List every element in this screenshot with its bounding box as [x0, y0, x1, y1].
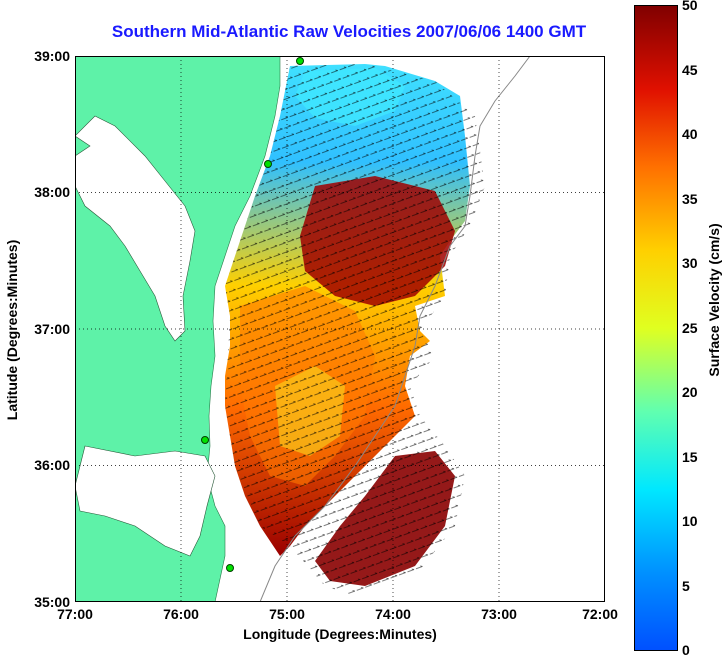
- colorbar-tick: 25: [682, 320, 698, 336]
- pamlico-sound: [75, 445, 216, 557]
- colorbar-tick: 45: [682, 62, 698, 78]
- shelf-contour: [259, 56, 531, 602]
- x-tick-label: 74:00: [375, 606, 411, 622]
- chart-title: Southern Mid-Atlantic Raw Velocities 200…: [111, 22, 587, 41]
- y-tick-label: 39:00: [34, 48, 70, 64]
- colorbar-gradient: [634, 5, 678, 651]
- colorbar-tick: 0: [682, 642, 690, 658]
- x-tick-label: 76:00: [163, 606, 199, 622]
- colorbar-tick: 35: [682, 191, 698, 207]
- x-tick-label: 73:00: [481, 606, 517, 622]
- y-tick-label: 35:00: [34, 594, 70, 610]
- colorbar-tick: 30: [682, 255, 698, 271]
- y-tick-label: 37:00: [34, 321, 70, 337]
- colorbar: [634, 5, 678, 651]
- station-marker: [264, 160, 272, 168]
- colorbar-tick: 10: [682, 513, 698, 529]
- colorbar-tick: 20: [682, 384, 698, 400]
- colorbar-label: Surface Velocity (cm/s): [706, 223, 722, 377]
- x-tick-label: 72:00: [582, 606, 618, 622]
- station-marker: [201, 436, 209, 444]
- station-marker: [296, 57, 304, 65]
- y-tick-label: 38:00: [34, 184, 70, 200]
- y-axis-label: Latitude (Degrees:Minutes): [4, 239, 20, 421]
- map-plot-area: [75, 56, 605, 602]
- velocity-arrows: [225, 64, 485, 596]
- colorbar-tick: 50: [682, 0, 698, 13]
- plot-frame: [75, 56, 605, 602]
- chesapeake-bay: [75, 115, 196, 342]
- x-tick-label: 77:00: [57, 606, 93, 622]
- x-tick-label: 75:00: [269, 606, 305, 622]
- station-marker: [226, 564, 234, 572]
- y-tick-label: 36:00: [34, 457, 70, 473]
- grid: [75, 56, 605, 602]
- colorbar-tick: 5: [682, 578, 690, 594]
- x-axis-label: Longitude (Degrees:Minutes): [243, 626, 437, 642]
- colorbar-tick: 15: [682, 449, 698, 465]
- colorbar-tick: 40: [682, 126, 698, 142]
